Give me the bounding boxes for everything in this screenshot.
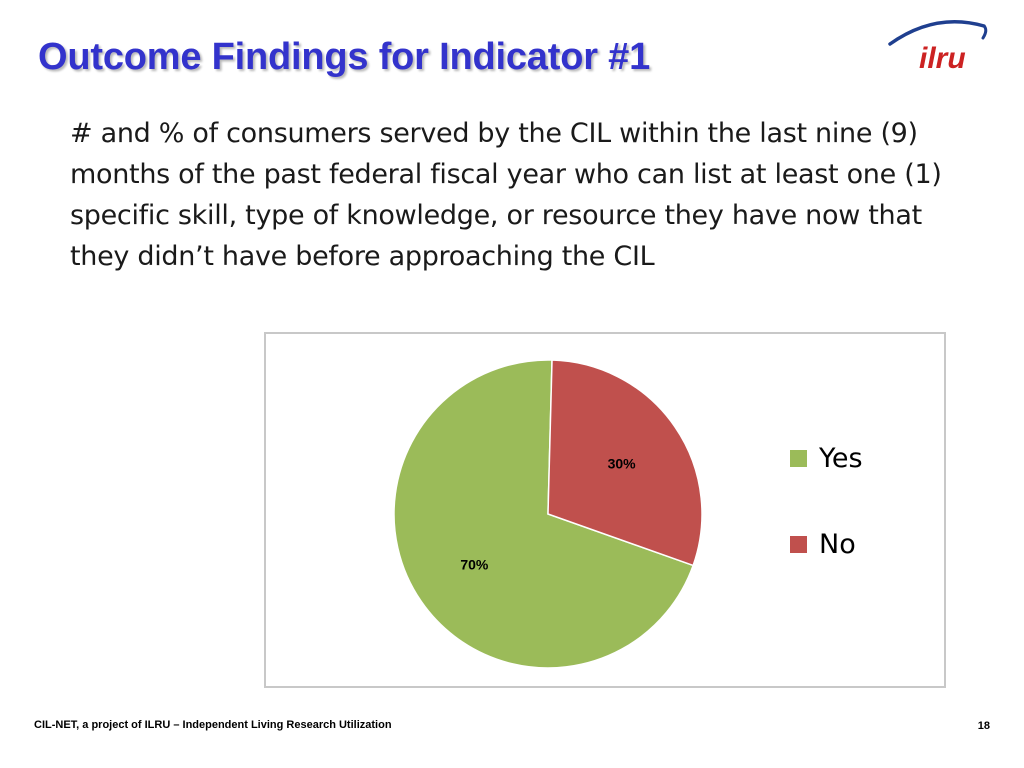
legend-item-yes: Yes	[790, 438, 863, 478]
logo-swoosh-tail	[981, 24, 988, 40]
pie-slices	[393, 359, 703, 669]
indicator-description: # and % of consumers served by the CIL w…	[70, 118, 942, 272]
footer-text: CIL-NET, a project of ILRU – Independent…	[34, 719, 392, 731]
legend-swatch	[790, 535, 807, 553]
pie-chart: 70% 30%	[393, 359, 703, 669]
ilru-logo: ilru	[888, 20, 988, 75]
legend-item-no: No	[790, 524, 863, 564]
chart-legend: Yes No	[790, 438, 863, 610]
legend-label: Yes	[819, 442, 863, 474]
data-label-yes: 70%	[460, 557, 489, 573]
pie-labels: 70% 30%	[460, 455, 636, 572]
page-number: 18	[977, 720, 990, 732]
pie-chart-frame: 70% 30% Yes No	[264, 332, 946, 688]
logo-text: ilru	[919, 42, 966, 75]
legend-swatch	[790, 449, 807, 467]
pie-slice-yes	[393, 359, 695, 669]
logo-swoosh	[888, 20, 986, 46]
legend-label: No	[819, 528, 856, 560]
data-label-no: 30%	[608, 455, 637, 471]
pie-slice-no	[547, 359, 703, 567]
slide-title: Outcome Findings for Indicator #1	[38, 36, 651, 78]
